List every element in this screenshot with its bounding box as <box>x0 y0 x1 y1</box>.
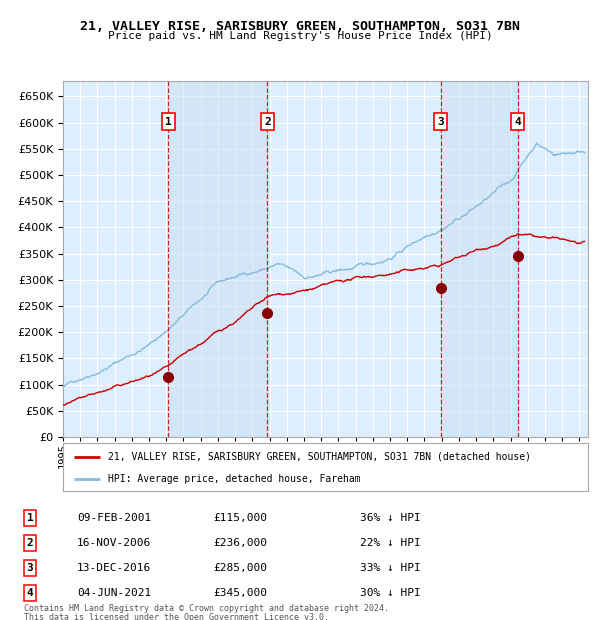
Text: 04-JUN-2021: 04-JUN-2021 <box>77 588 151 598</box>
Text: 2: 2 <box>26 538 34 548</box>
Text: £115,000: £115,000 <box>213 513 267 523</box>
Text: 13-DEC-2016: 13-DEC-2016 <box>77 563 151 573</box>
Text: 4: 4 <box>514 117 521 126</box>
Text: 4: 4 <box>26 588 34 598</box>
Text: HPI: Average price, detached house, Fareham: HPI: Average price, detached house, Fare… <box>107 474 360 484</box>
Text: £345,000: £345,000 <box>213 588 267 598</box>
Text: Contains HM Land Registry data © Crown copyright and database right 2024.: Contains HM Land Registry data © Crown c… <box>24 604 389 613</box>
Text: 3: 3 <box>26 563 34 573</box>
Text: 3: 3 <box>437 117 444 126</box>
Text: 30% ↓ HPI: 30% ↓ HPI <box>360 588 421 598</box>
Text: 21, VALLEY RISE, SARISBURY GREEN, SOUTHAMPTON, SO31 7BN: 21, VALLEY RISE, SARISBURY GREEN, SOUTHA… <box>80 20 520 33</box>
Text: Price paid vs. HM Land Registry's House Price Index (HPI): Price paid vs. HM Land Registry's House … <box>107 31 493 41</box>
Bar <box>441 81 518 437</box>
Text: This data is licensed under the Open Government Licence v3.0.: This data is licensed under the Open Gov… <box>24 613 329 620</box>
Bar <box>168 81 268 437</box>
Text: 22% ↓ HPI: 22% ↓ HPI <box>360 538 421 548</box>
Text: 33% ↓ HPI: 33% ↓ HPI <box>360 563 421 573</box>
Text: £236,000: £236,000 <box>213 538 267 548</box>
Text: 36% ↓ HPI: 36% ↓ HPI <box>360 513 421 523</box>
Text: 2: 2 <box>264 117 271 126</box>
Text: 16-NOV-2006: 16-NOV-2006 <box>77 538 151 548</box>
Text: 1: 1 <box>165 117 172 126</box>
Text: 21, VALLEY RISE, SARISBURY GREEN, SOUTHAMPTON, SO31 7BN (detached house): 21, VALLEY RISE, SARISBURY GREEN, SOUTHA… <box>107 451 530 462</box>
Text: £285,000: £285,000 <box>213 563 267 573</box>
Text: 1: 1 <box>26 513 34 523</box>
Text: 09-FEB-2001: 09-FEB-2001 <box>77 513 151 523</box>
